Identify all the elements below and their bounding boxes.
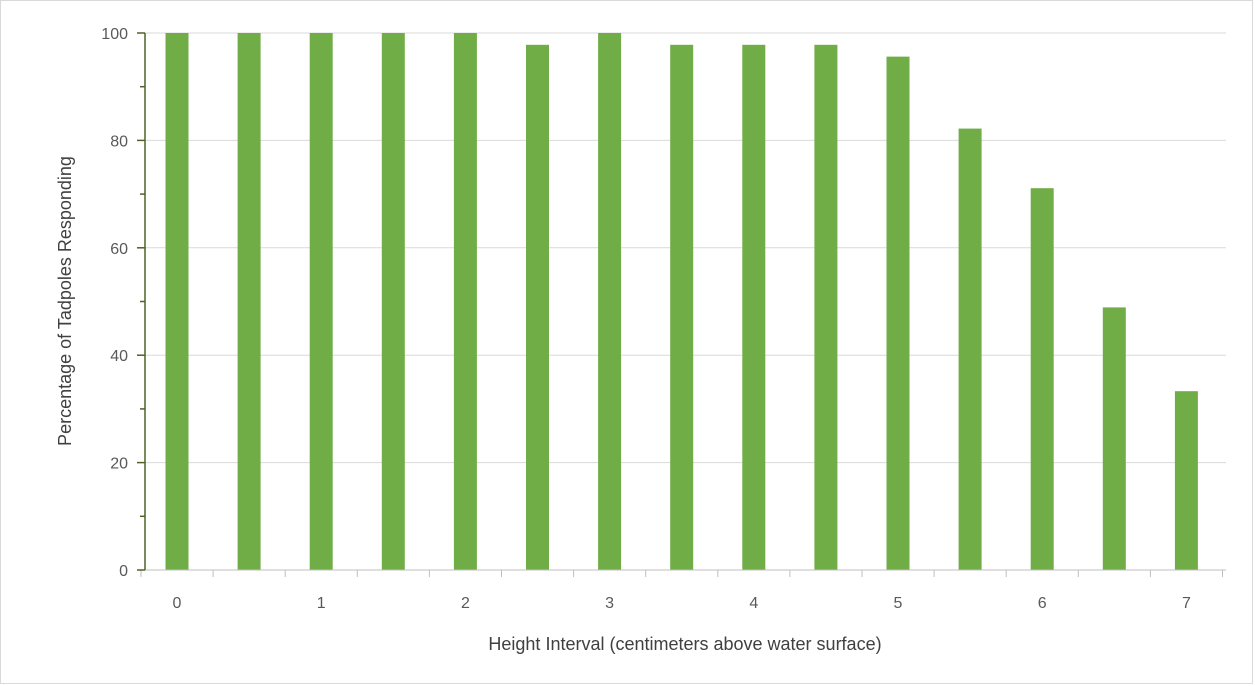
x-tick-label: 1 bbox=[317, 595, 326, 612]
bar-2 bbox=[453, 33, 477, 570]
axes bbox=[137, 32, 1226, 577]
bar-5 bbox=[886, 56, 910, 571]
x-tick-label: 2 bbox=[461, 595, 470, 612]
x-tick-label: 4 bbox=[749, 595, 758, 612]
x-tick-label: 5 bbox=[894, 595, 903, 612]
y-tick-label: 80 bbox=[110, 133, 128, 150]
bar-7 bbox=[1174, 391, 1198, 570]
y-tick-label: 0 bbox=[119, 563, 128, 580]
x-tick-label: 6 bbox=[1038, 595, 1047, 612]
bar-3.5 bbox=[670, 44, 694, 570]
bars bbox=[165, 33, 1198, 571]
y-axis-title: Percentage of Tadpoles Responding bbox=[55, 156, 75, 446]
x-tick-label: 0 bbox=[173, 595, 182, 612]
bar-4 bbox=[742, 44, 766, 570]
x-tick-label: 7 bbox=[1182, 595, 1191, 612]
bar-0 bbox=[165, 33, 189, 570]
bar-2.5 bbox=[526, 44, 549, 570]
bar-6.5 bbox=[1102, 307, 1126, 570]
y-tick-label: 60 bbox=[110, 241, 128, 258]
bar-1.5 bbox=[381, 33, 405, 570]
bar-6 bbox=[1030, 188, 1054, 570]
bar-4.5 bbox=[814, 44, 838, 570]
tick-labels: 0 20 40 60 80 100 0 1 2 3 4 5 6 7 bbox=[101, 26, 1191, 612]
bar-3 bbox=[598, 33, 622, 570]
x-tick-label: 3 bbox=[605, 595, 614, 612]
x-axis-title: Height Interval (centimeters above water… bbox=[488, 634, 881, 654]
y-tick-label: 100 bbox=[101, 26, 128, 43]
bar-0.5 bbox=[237, 33, 261, 570]
bar-1 bbox=[309, 33, 333, 570]
y-tick-label: 20 bbox=[110, 456, 128, 473]
y-tick-label: 40 bbox=[110, 348, 128, 365]
bar-5.5 bbox=[958, 128, 982, 570]
